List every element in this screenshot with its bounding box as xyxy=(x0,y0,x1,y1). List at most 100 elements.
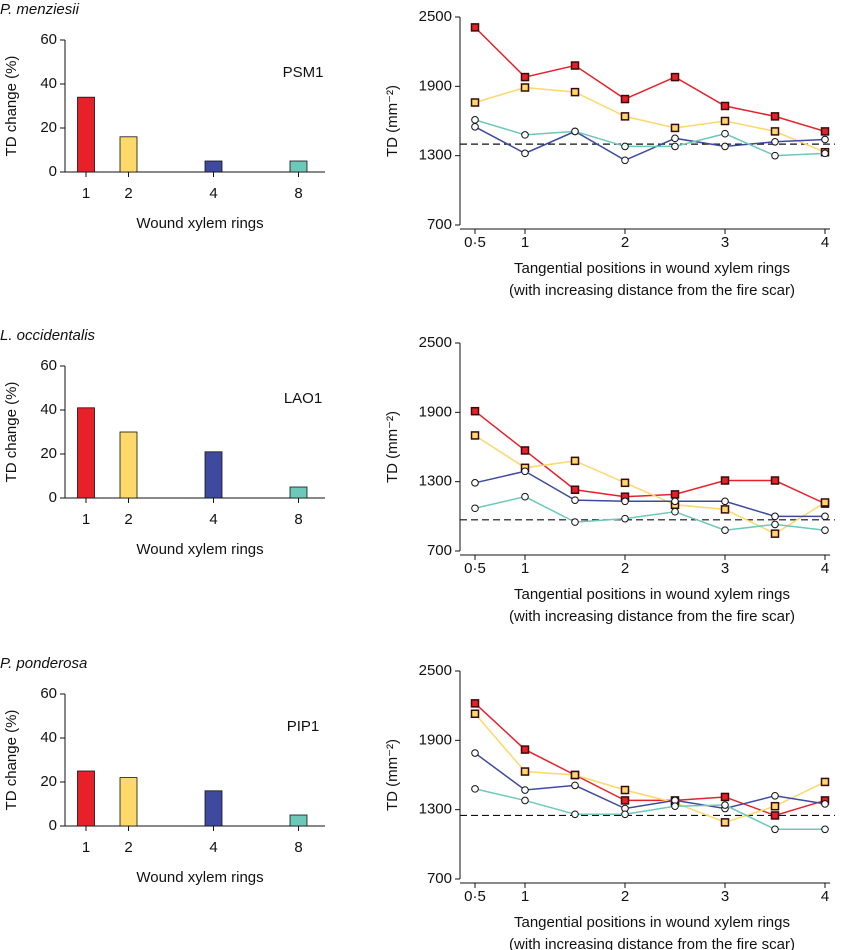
marker xyxy=(520,83,530,92)
x-axis-title: (with increasing distance from the fire … xyxy=(509,282,795,299)
y-tick-label: 20 xyxy=(40,445,57,462)
marker xyxy=(521,492,529,501)
marker xyxy=(770,112,780,121)
marker xyxy=(821,800,829,808)
y-axis-title: TD change (%) xyxy=(3,710,20,811)
marker xyxy=(721,142,729,151)
y-tick-label: 0 xyxy=(49,163,57,180)
y-tick-label: 1300 xyxy=(419,801,452,818)
marker xyxy=(471,122,479,131)
marker xyxy=(821,512,829,521)
marker xyxy=(671,142,679,151)
series-line xyxy=(474,126,826,162)
bar xyxy=(119,777,138,827)
x-axis-title: Wound xylem rings xyxy=(136,541,263,558)
panel-title: P. ponderosa xyxy=(0,655,87,672)
x-tick-label: 4 xyxy=(821,888,829,905)
bar xyxy=(119,136,138,173)
bar xyxy=(77,770,95,827)
marker xyxy=(621,810,629,819)
marker xyxy=(571,127,579,136)
marker xyxy=(670,123,680,133)
series-line xyxy=(474,702,826,817)
marker xyxy=(821,825,829,834)
x-tick-label: 3 xyxy=(721,888,729,905)
marker xyxy=(471,116,479,124)
marker xyxy=(820,127,830,136)
y-tick-label: 2500 xyxy=(419,662,452,679)
bar xyxy=(204,790,223,827)
series-line xyxy=(474,495,826,531)
y-tick-label: 0 xyxy=(49,817,57,834)
y-tick-label: 700 xyxy=(427,216,452,233)
marker xyxy=(670,72,680,82)
y-tick-label: 20 xyxy=(40,773,57,790)
marker xyxy=(771,520,779,529)
x-tick-label: 4 xyxy=(821,560,829,577)
x-axis-title: Wound xylem rings xyxy=(136,869,263,886)
series-line xyxy=(474,26,826,133)
marker xyxy=(720,116,730,126)
marker xyxy=(471,479,479,487)
marker xyxy=(721,497,729,506)
x-tick-label: 4 xyxy=(209,185,217,202)
y-tick-label: 2500 xyxy=(419,334,452,351)
y-tick-label: 1900 xyxy=(419,77,452,94)
x-tick-label: 0·5 xyxy=(464,888,486,905)
marker xyxy=(720,476,730,485)
marker xyxy=(620,112,630,121)
bar xyxy=(289,814,308,827)
bar xyxy=(119,431,138,499)
series-line xyxy=(474,470,825,518)
marker xyxy=(471,785,479,793)
x-tick-label: 4 xyxy=(821,234,829,251)
x-axis-title: Tangential positions in wound xylem ring… xyxy=(514,586,790,603)
x-tick-label: 2 xyxy=(621,560,629,577)
series-line xyxy=(474,434,826,535)
x-axis-title: (with increasing distance from the fire … xyxy=(509,936,795,950)
marker xyxy=(720,818,730,827)
series-line xyxy=(474,752,826,810)
x-axis-title: Tangential positions in wound xylem ring… xyxy=(514,914,790,931)
x-tick-label: 1 xyxy=(82,511,90,528)
x-axis-title: Tangential positions in wound xylem ring… xyxy=(514,260,790,277)
marker xyxy=(620,796,630,805)
y-axis-title: TD (mm⁻²) xyxy=(384,85,401,157)
marker xyxy=(620,478,630,488)
marker xyxy=(770,529,780,538)
marker xyxy=(521,786,529,794)
bar xyxy=(289,160,308,173)
series-line xyxy=(474,713,826,824)
x-tick-label: 1 xyxy=(521,560,529,577)
marker xyxy=(621,497,629,506)
y-axis-title: TD (mm⁻²) xyxy=(384,411,401,483)
y-tick-label: 40 xyxy=(40,729,57,746)
marker xyxy=(620,94,630,104)
x-tick-label: 1 xyxy=(82,185,90,202)
marker xyxy=(520,72,530,82)
marker xyxy=(721,129,729,138)
marker xyxy=(621,156,629,165)
x-tick-label: 0·5 xyxy=(464,234,486,251)
x-tick-label: 2 xyxy=(124,185,132,202)
marker xyxy=(570,485,580,495)
x-tick-label: 8 xyxy=(294,511,302,528)
y-axis-title: TD change (%) xyxy=(3,382,20,483)
marker xyxy=(821,135,829,144)
series-line xyxy=(474,119,826,157)
marker xyxy=(571,518,579,526)
marker xyxy=(720,505,730,514)
x-tick-label: 3 xyxy=(721,234,729,251)
marker xyxy=(470,23,480,32)
x-tick-label: 2 xyxy=(124,839,132,856)
marker xyxy=(670,490,680,499)
marker xyxy=(821,149,829,158)
x-tick-label: 2 xyxy=(124,511,132,528)
bar xyxy=(77,96,95,173)
panel-title: P. menziesii xyxy=(0,1,80,18)
panel-label: LAO1 xyxy=(284,390,322,407)
x-tick-label: 1 xyxy=(521,888,529,905)
y-tick-label: 0 xyxy=(49,489,57,506)
panel-title: L. occidentalis xyxy=(0,327,96,344)
